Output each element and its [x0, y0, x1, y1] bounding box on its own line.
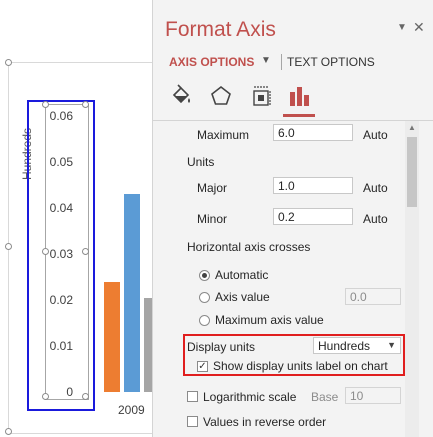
- axis-tick-label: 0: [66, 385, 73, 399]
- axis-handle[interactable]: [42, 393, 49, 400]
- show-units-label[interactable]: Show display units label on chart: [213, 359, 388, 373]
- effects-pentagon-icon[interactable]: [209, 84, 233, 108]
- resize-handle[interactable]: [5, 59, 12, 66]
- tab-axis-options[interactable]: AXIS OPTIONS: [169, 55, 255, 69]
- axis-handle[interactable]: [82, 101, 89, 108]
- pane-scrollbar[interactable]: ▲: [405, 121, 419, 437]
- bar-series-3[interactable]: [144, 298, 152, 392]
- vertical-axis[interactable]: [42, 101, 89, 400]
- axis-handle[interactable]: [82, 248, 89, 255]
- maximum-auto-button[interactable]: Auto: [363, 128, 388, 142]
- minor-label: Minor: [197, 212, 228, 226]
- radio-automatic-label[interactable]: Automatic: [215, 268, 269, 282]
- show-units-checkbox[interactable]: ✓: [197, 361, 208, 372]
- fill-line-icon[interactable]: [169, 84, 193, 108]
- axis-selection-highlight: [27, 100, 95, 411]
- pane-title: Format Axis: [165, 18, 276, 41]
- log-scale-label[interactable]: Logarithmic scale: [203, 390, 297, 404]
- crosses-heading: Horizontal axis crosses: [187, 240, 311, 254]
- axis-tick-label: 0.01: [49, 339, 73, 353]
- axis-tick-label: 0.06: [49, 109, 73, 123]
- units-heading: Units: [187, 155, 215, 169]
- pane-divider: [153, 120, 433, 121]
- bar-series-2[interactable]: [124, 194, 140, 392]
- reverse-order-checkbox[interactable]: [187, 416, 198, 427]
- radio-automatic[interactable]: [199, 270, 210, 281]
- radio-axis-value-label[interactable]: Axis value: [215, 290, 270, 304]
- radio-maximum-axis-value[interactable]: [199, 315, 210, 326]
- maximum-label: Maximum: [197, 128, 250, 142]
- scroll-up-icon[interactable]: ▲: [408, 123, 416, 132]
- axis-options-content: Maximum 6.0 Auto Units Major 1.0 Auto Mi…: [153, 121, 433, 437]
- active-icon-indicator: [283, 114, 315, 117]
- display-units-label: Display units: [187, 340, 256, 354]
- chevron-down-icon[interactable]: ▼: [261, 55, 271, 66]
- axis-tick-label: 0.04: [49, 201, 73, 215]
- category-label: 2009: [118, 403, 145, 417]
- base-label: Base: [311, 390, 339, 404]
- base-input[interactable]: 10: [345, 387, 401, 404]
- tab-separator: [281, 54, 282, 70]
- axis-handle[interactable]: [82, 393, 89, 400]
- axis-handle[interactable]: [42, 101, 49, 108]
- axis-handle[interactable]: [42, 248, 49, 255]
- minor-input[interactable]: 0.2: [273, 208, 353, 225]
- maximum-input[interactable]: 6.0: [273, 124, 353, 141]
- radio-axis-value[interactable]: [199, 292, 210, 303]
- radio-maximum-label[interactable]: Maximum axis value: [215, 313, 324, 327]
- axis-options-bars-icon[interactable]: [287, 84, 311, 108]
- tab-text-options[interactable]: TEXT OPTIONS: [287, 55, 375, 69]
- chevron-down-icon: ▼: [387, 340, 396, 350]
- display-units-highlight: [183, 334, 405, 376]
- major-label: Major: [197, 181, 228, 195]
- size-properties-icon[interactable]: [249, 84, 273, 108]
- axis-tick-label: 0.05: [49, 155, 73, 169]
- format-axis-pane: Format Axis ▼ ✕ AXIS OPTIONS ▼ TEXT OPTI…: [152, 0, 433, 437]
- resize-handle[interactable]: [5, 243, 12, 250]
- axis-value-input[interactable]: 0.0: [345, 288, 401, 305]
- bar-series-1[interactable]: [104, 282, 120, 392]
- minor-auto-button[interactable]: Auto: [363, 212, 388, 226]
- reverse-order-label[interactable]: Values in reverse order: [203, 415, 327, 429]
- axis-tick-label: 0.03: [49, 247, 73, 261]
- log-scale-checkbox[interactable]: [187, 391, 198, 402]
- major-input[interactable]: 1.0: [273, 177, 353, 194]
- scroll-thumb[interactable]: [407, 137, 417, 207]
- chart-area[interactable]: Hundreds 0.06 0.05 0.04 0.03 0.02 0.01 0…: [0, 0, 170, 437]
- resize-handle[interactable]: [5, 428, 12, 435]
- display-units-select[interactable]: Hundreds ▼: [313, 337, 401, 354]
- axis-tick-label: 0.02: [49, 293, 73, 307]
- display-units-selected: Hundreds: [318, 339, 371, 353]
- close-icon[interactable]: ✕: [413, 19, 425, 35]
- pane-options-icon[interactable]: ▼: [397, 22, 407, 33]
- major-auto-button[interactable]: Auto: [363, 181, 388, 195]
